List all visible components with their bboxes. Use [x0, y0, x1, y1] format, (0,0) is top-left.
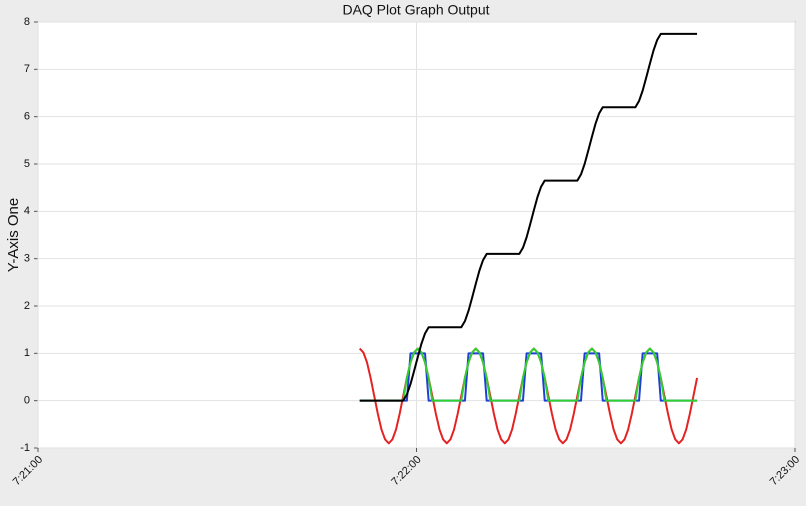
- chart-title: DAQ Plot Graph Output: [342, 2, 489, 18]
- y-tick-label: 2: [24, 300, 30, 312]
- y-tick-label: 6: [24, 111, 30, 123]
- y-tick-label: 8: [24, 16, 30, 28]
- y-tick-label: 7: [24, 63, 30, 75]
- y-tick-label: 5: [24, 158, 30, 170]
- y-tick-label: -1: [20, 442, 30, 454]
- x-tick-label: 7:23:00: [768, 454, 802, 488]
- series-line: [359, 347, 698, 402]
- x-tick-label: 7:21:00: [11, 454, 45, 488]
- series-line: [359, 32, 698, 402]
- y-tick-label: 3: [24, 253, 30, 265]
- x-tick-label: 7:22:00: [389, 454, 423, 488]
- y-tick-label: 4: [24, 205, 30, 217]
- y-axis-label: Y-Axis One: [5, 198, 22, 272]
- y-tick-label: 0: [24, 395, 30, 407]
- series-line: [359, 352, 698, 402]
- y-tick-label: 1: [24, 347, 30, 359]
